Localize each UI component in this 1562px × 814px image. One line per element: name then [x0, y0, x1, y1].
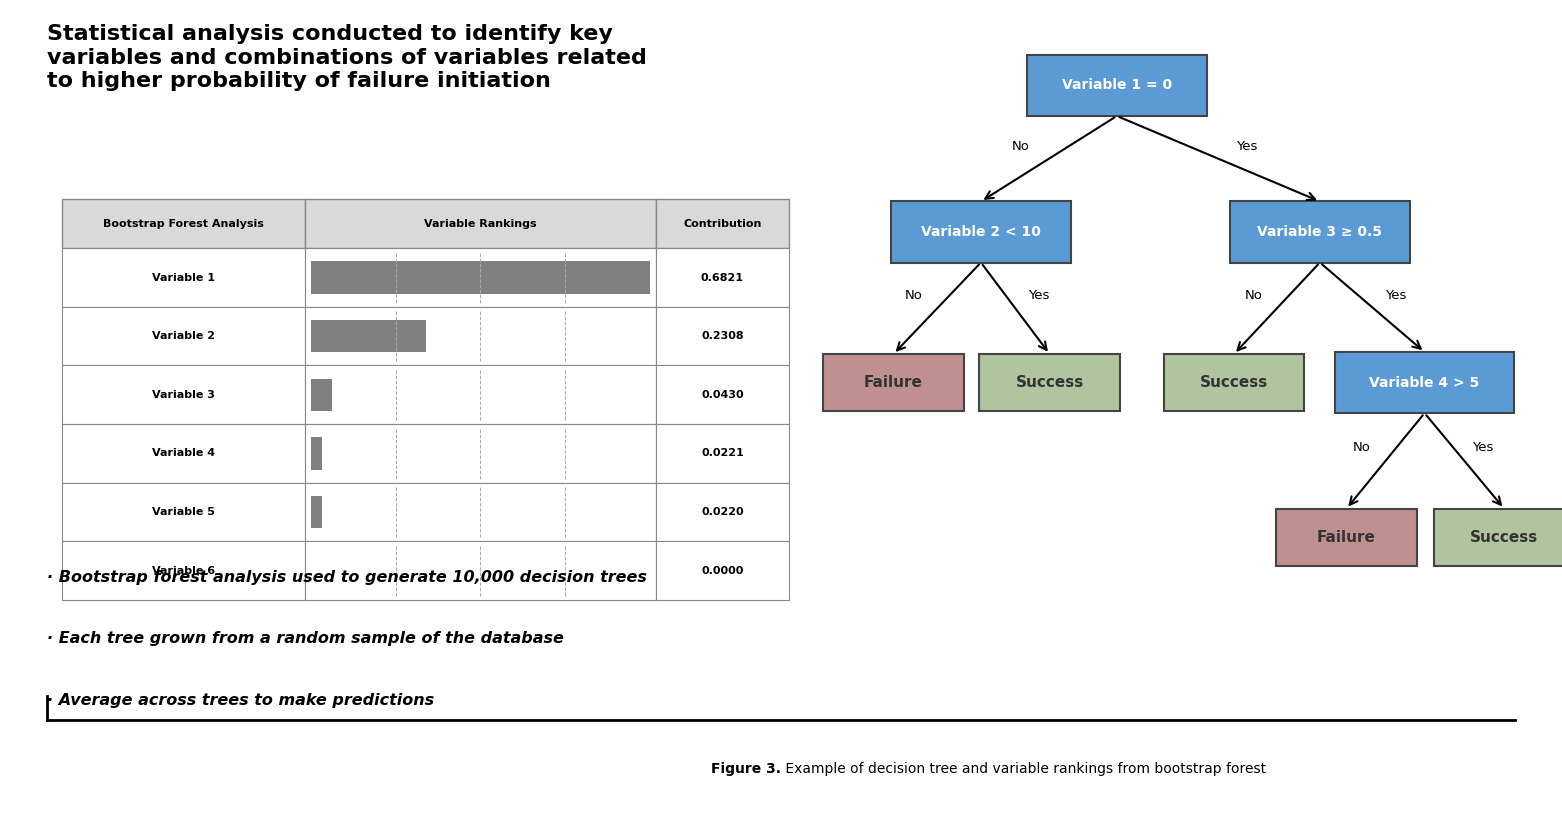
Text: Variable 3: Variable 3 [152, 390, 216, 400]
FancyBboxPatch shape [62, 199, 305, 248]
Text: Success: Success [1470, 530, 1539, 545]
FancyBboxPatch shape [305, 365, 656, 424]
FancyBboxPatch shape [305, 248, 656, 307]
Text: Statistical analysis conducted to identify key
variables and combinations of var: Statistical analysis conducted to identi… [47, 24, 647, 91]
FancyBboxPatch shape [656, 365, 789, 424]
Text: Failure: Failure [1317, 530, 1376, 545]
Text: 0.6821: 0.6821 [701, 273, 744, 282]
Text: Variable 1: Variable 1 [152, 273, 216, 282]
FancyBboxPatch shape [890, 202, 1072, 262]
FancyBboxPatch shape [311, 261, 650, 294]
Text: Example of decision tree and variable rankings from bootstrap forest: Example of decision tree and variable ra… [781, 762, 1267, 777]
FancyBboxPatch shape [62, 424, 305, 483]
FancyBboxPatch shape [656, 541, 789, 600]
FancyBboxPatch shape [656, 307, 789, 365]
Text: Yes: Yes [1473, 441, 1493, 454]
FancyBboxPatch shape [305, 307, 656, 365]
Text: Variable 4: Variable 4 [152, 449, 216, 458]
FancyBboxPatch shape [1434, 509, 1562, 566]
FancyBboxPatch shape [305, 199, 656, 248]
FancyBboxPatch shape [311, 437, 322, 470]
Text: Variable 2 < 10: Variable 2 < 10 [922, 225, 1040, 239]
Text: 0.0430: 0.0430 [701, 390, 744, 400]
Text: Variable 3 ≥ 0.5: Variable 3 ≥ 0.5 [1257, 225, 1382, 239]
Text: · Each tree grown from a random sample of the database: · Each tree grown from a random sample o… [47, 632, 564, 646]
FancyBboxPatch shape [1231, 202, 1409, 262]
FancyBboxPatch shape [305, 483, 656, 541]
FancyBboxPatch shape [979, 354, 1120, 411]
FancyBboxPatch shape [823, 354, 964, 411]
Text: · Bootstrap forest analysis used to generate 10,000 decision trees: · Bootstrap forest analysis used to gene… [47, 571, 647, 585]
FancyBboxPatch shape [62, 483, 305, 541]
Text: No: No [1245, 289, 1262, 301]
Text: 0.2308: 0.2308 [701, 331, 744, 341]
FancyBboxPatch shape [62, 365, 305, 424]
FancyBboxPatch shape [656, 199, 789, 248]
FancyBboxPatch shape [62, 541, 305, 600]
FancyBboxPatch shape [311, 496, 322, 528]
Text: No: No [904, 289, 923, 301]
Text: Yes: Yes [1385, 289, 1406, 301]
Text: Variable 5: Variable 5 [152, 507, 216, 517]
Text: Variable Rankings: Variable Rankings [423, 219, 537, 229]
Text: Contribution: Contribution [683, 219, 762, 229]
Text: Bootstrap Forest Analysis: Bootstrap Forest Analysis [103, 219, 264, 229]
Text: Failure: Failure [864, 375, 923, 390]
FancyBboxPatch shape [311, 320, 425, 352]
Text: 0.0220: 0.0220 [701, 507, 744, 517]
FancyBboxPatch shape [1334, 352, 1515, 413]
Text: Variable 1 = 0: Variable 1 = 0 [1062, 78, 1172, 93]
Text: 0.0000: 0.0000 [701, 566, 744, 575]
Text: Variable 6: Variable 6 [152, 566, 216, 575]
FancyBboxPatch shape [62, 307, 305, 365]
Text: Yes: Yes [1028, 289, 1050, 301]
Text: Variable 4 > 5: Variable 4 > 5 [1370, 375, 1479, 390]
FancyBboxPatch shape [305, 424, 656, 483]
FancyBboxPatch shape [656, 248, 789, 307]
Text: No: No [1353, 441, 1371, 454]
Text: Yes: Yes [1236, 140, 1257, 153]
FancyBboxPatch shape [1026, 55, 1206, 116]
Text: Figure 3.: Figure 3. [711, 762, 781, 777]
Text: Success: Success [1015, 375, 1084, 390]
FancyBboxPatch shape [311, 379, 333, 411]
FancyBboxPatch shape [305, 541, 656, 600]
FancyBboxPatch shape [656, 483, 789, 541]
Text: No: No [1012, 140, 1029, 153]
FancyBboxPatch shape [1164, 354, 1304, 411]
FancyBboxPatch shape [1276, 509, 1417, 566]
Text: Variable 2: Variable 2 [152, 331, 216, 341]
FancyBboxPatch shape [62, 248, 305, 307]
Text: · Average across trees to make predictions: · Average across trees to make predictio… [47, 693, 434, 707]
Text: 0.0221: 0.0221 [701, 449, 744, 458]
Text: Success: Success [1200, 375, 1268, 390]
FancyBboxPatch shape [656, 424, 789, 483]
